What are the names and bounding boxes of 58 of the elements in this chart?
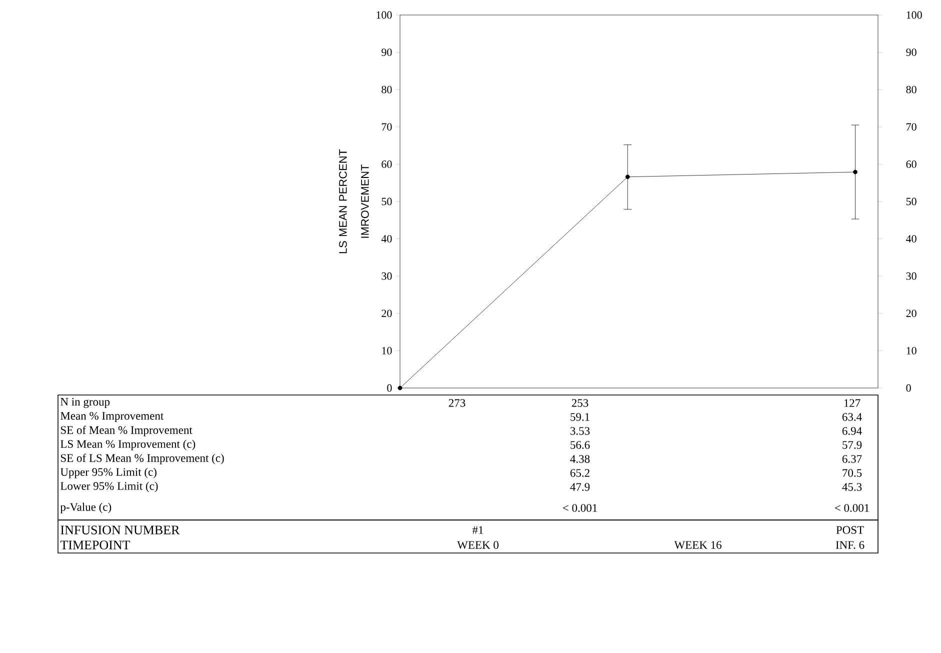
text: WEEK 16 [674, 541, 722, 549]
text: LS MEAN PERCENT IMROVEMENT [339, 149, 369, 254]
y-tick-label: 20 [382, 310, 392, 318]
y-tick-label: 40 [381, 235, 392, 243]
text: 273 [448, 399, 466, 407]
text: 59.1 [570, 413, 590, 421]
text: p-Value (c) [60, 502, 112, 514]
y2-tick-label: 70 [906, 123, 916, 131]
text: SE of Mean % Improvement [60, 426, 192, 436]
text: WEEK 0 [457, 541, 498, 549]
y-tick-label: 10 [382, 346, 392, 354]
text: < 0.001 [562, 504, 597, 512]
text: 4.38 [570, 455, 590, 463]
y-tick-label: 70 [382, 123, 392, 131]
text: POST [836, 526, 864, 534]
y2-tick-label: 50 [906, 198, 916, 206]
y-tick-label: 60 [382, 160, 392, 168]
text: #1 [472, 526, 484, 534]
text: 56.6 [570, 441, 590, 449]
text: TIMEPOINT [60, 540, 130, 550]
text: 70.5 [842, 469, 862, 477]
text: Mean % Improvement [60, 412, 164, 422]
y2-tick-label: 0 [906, 384, 911, 392]
y-tick-label: 90 [382, 48, 392, 56]
y2-tick-label: 90 [906, 48, 916, 56]
text: LS Mean % Improvement (c) [60, 440, 196, 450]
text: N in group [60, 398, 110, 408]
y2-tick-label: 40 [906, 235, 916, 243]
point [853, 170, 858, 174]
text: 253 [572, 399, 588, 407]
text: 63.4 [842, 413, 862, 421]
y-tick-label: 100 [376, 11, 392, 19]
y2-tick-label: 80 [906, 86, 916, 94]
y2-tick-label: 30 [906, 272, 916, 280]
y2-tick-label: 20 [906, 310, 916, 318]
y2-tick-label: 10 [906, 346, 916, 354]
text: 3.53 [570, 427, 590, 435]
text: INFUSION NUMBER [60, 526, 180, 534]
text: Upper 95% Limit (c) [60, 468, 156, 478]
point [398, 386, 402, 390]
text: INF. 6 [836, 541, 864, 549]
point [625, 174, 630, 180]
text: Lower 95% Limit (c) [60, 482, 158, 492]
text: 6.37 [842, 455, 862, 463]
y2-tick-label: 60 [906, 160, 916, 168]
text: 45.3 [842, 483, 862, 491]
y-tick-label: 0 [387, 384, 392, 392]
text: 47.9 [570, 483, 590, 491]
y-tick-label: 30 [382, 272, 392, 280]
y2-tick-label: 100 [906, 11, 922, 19]
y-tick-label: 50 [382, 198, 392, 206]
text: 6.94 [842, 427, 862, 435]
text: 127 [844, 399, 860, 407]
text: < 0.001 [834, 504, 869, 512]
text: 65.2 [570, 469, 590, 477]
y-tick-label: 80 [382, 86, 392, 94]
text: 57.9 [842, 441, 862, 449]
text: SE of LS Mean % Improvement (c) [60, 454, 224, 464]
